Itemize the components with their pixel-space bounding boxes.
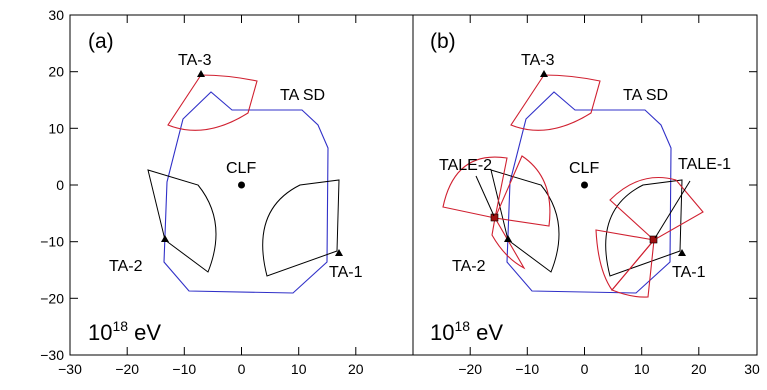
tale1-leader [654,180,691,239]
ytick-10: 10 [48,120,64,136]
tale2-marker [490,213,499,222]
tale2-label: TALE-2 [439,157,492,174]
ta3-station-marker [197,70,205,77]
tale1-label: TALE-1 [678,156,731,173]
ta1-fov [605,179,683,277]
ta2-label: TA-2 [109,258,143,275]
xtick-b-20: 20 [691,361,707,377]
tale1-fov-left [595,229,656,291]
xtick-a-0: 0 [238,361,246,377]
xtick-a-10: 10 [291,361,307,377]
ta1-fov [262,179,340,277]
sd-label: TA SD [623,87,668,104]
tale2-leader [475,175,495,217]
tale2-fov-bottom [491,216,526,270]
xtick-b-neg10: −10 [515,361,539,377]
xtick-b-0: 0 [581,361,589,377]
energy-label-b: 1018 eV [430,318,503,345]
ta3-fov [510,74,601,131]
energy-label-a: 1018 eV [88,318,161,345]
xtick-a-neg20: −20 [115,361,139,377]
sd-boundary [163,91,329,294]
xtick-b-30: 30 [744,361,760,377]
tale2-fov-right [494,155,551,227]
xtick-a-20: 20 [348,361,364,377]
panel-b-label: (b) [430,30,456,53]
ta3-label: TA-3 [521,52,555,69]
ta2-label: TA-2 [452,258,486,275]
ta1-station-marker [678,249,686,256]
ta3-fov [167,74,258,131]
ytick-0: 0 [56,177,64,193]
axes-frame [69,14,758,356]
y-tick-labels: 30 20 10 0 −10 −20 −30 [40,7,64,363]
ytick-30: 30 [48,7,64,23]
ta2-fov [147,169,217,273]
ta2-fov [490,169,560,273]
tale1-marker [649,235,658,244]
clf-label: CLF [569,160,599,177]
ta1-label: TA-1 [329,264,363,281]
y-ticks [70,14,757,356]
clf-marker [238,181,245,189]
x-tick-labels: −30 −20 −10 0 10 20 −20 −10 0 10 20 30 [58,361,760,377]
tale1-fov-bottom [611,238,655,298]
ta2-station-marker [504,235,512,242]
tale2-fov-left [442,156,508,219]
ta1-station-marker [335,249,343,256]
panel-a: (a) TA-3 TA SD CLF TA-2 TA-1 1018 eV [88,30,363,345]
xtick-b-10: 10 [634,361,650,377]
sd-label: TA SD [280,87,325,104]
x-ticks [69,15,700,355]
xtick-a-neg10: −10 [172,361,196,377]
xtick-b-neg20: −20 [458,361,482,377]
panel-b: (b) TA-3 TA SD CLF TALE-2 TALE-1 TA-2 TA… [430,30,731,345]
ytick-neg30: −30 [40,347,64,363]
ytick-20: 20 [48,64,64,80]
tale1-fov-top [609,176,704,241]
ta3-station-marker [540,70,548,77]
ta3-label: TA-3 [178,52,212,69]
sd-boundary [506,91,672,294]
ta1-label: TA-1 [672,264,706,281]
clf-label: CLF [226,160,256,177]
ytick-neg10: −10 [40,234,64,250]
xtick-a-neg30: −30 [58,361,82,377]
panel-a-label: (a) [88,30,114,53]
clf-marker [581,181,588,189]
ta2-station-marker [161,235,169,242]
ytick-neg20: −20 [40,290,64,306]
